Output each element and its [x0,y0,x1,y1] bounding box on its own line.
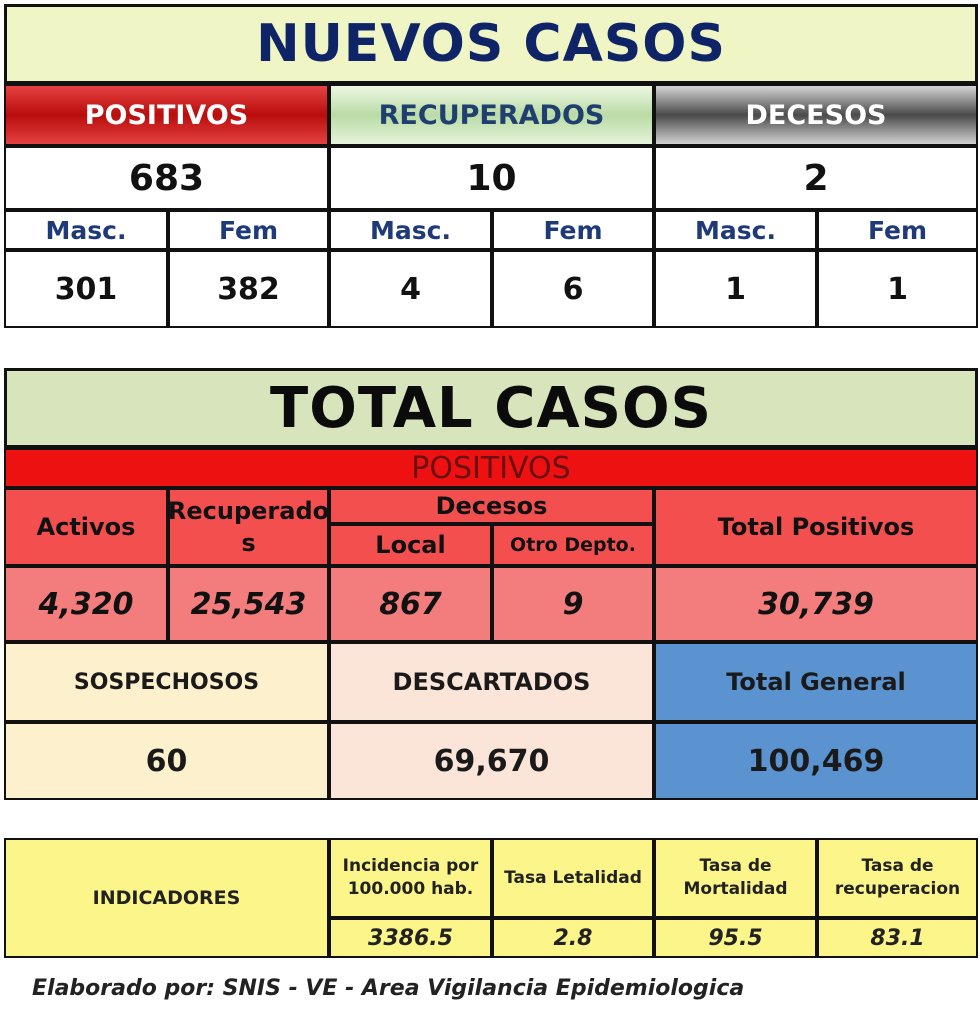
decesos-header: DECESOS [654,84,978,146]
recuperados-header-line2: s [241,529,256,557]
recuperados-header-line1: Recuperado [167,496,330,525]
incidencia-header-line2: 100.000 hab. [347,879,474,899]
mortalidad-header-line2: Mortalidad [683,879,788,899]
total-general-header: Total General [654,642,978,722]
nuevos-casos-title: NUEVOS CASOS [4,4,978,84]
activos-value: 4,320 [4,566,168,642]
footer-credit: Elaborado por: SNIS - VE - Area Vigilanc… [32,976,745,1001]
mortalidad-header-line1: Tasa de [699,856,772,877]
indicadores-label: INDICADORES [4,838,329,958]
descartados-value: 69,670 [329,722,654,800]
total-casos-title: TOTAL CASOS [4,368,978,448]
decesos-local-value: 867 [329,566,492,642]
decesos-fem-label: Fem [817,210,978,250]
recuperados-masc-value: 4 [329,250,492,328]
positivos-fem-value: 382 [168,250,329,328]
incidencia-value: 3386.5 [329,918,492,958]
decesos-local-header: Local [329,524,492,566]
positivos-band: POSITIVOS [4,448,978,488]
total-positivos-value: 30,739 [654,566,978,642]
positivos-total: 683 [4,146,329,210]
positivos-masc-value: 301 [4,250,168,328]
mortalidad-value: 95.5 [654,918,817,958]
decesos-fem-value: 1 [817,250,978,328]
decesos-otro-depto-header: Otro Depto. [492,524,654,566]
recuperacion-header-line1: Tasa de [861,856,934,877]
recuperados-fem-label: Fem [492,210,654,250]
recuperados-fem-value: 6 [492,250,654,328]
total-positivos-header: Total Positivos [654,488,978,566]
activos-header: Activos [4,488,168,566]
positivos-fem-label: Fem [168,210,329,250]
decesos-otro-depto-value: 9 [492,566,654,642]
recuperacion-value: 83.1 [817,918,978,958]
recuperados-header: RECUPERADOS [329,84,654,146]
sospechosos-value: 60 [4,722,329,800]
decesos-masc-value: 1 [654,250,817,328]
descartados-header: DESCARTADOS [329,642,654,722]
positivos-header: POSITIVOS [4,84,329,146]
recuperacion-header-line2: recuperacion [834,879,961,899]
letalidad-header: Tasa Letalidad [492,838,654,918]
mortalidad-header: Tasa de Mortalidad [654,838,817,918]
incidencia-header: Incidencia por 100.000 hab. [329,838,492,918]
recuperados-total-value: 25,543 [168,566,329,642]
sospechosos-header: SOSPECHOSOS [4,642,329,722]
positivos-masc-label: Masc. [4,210,168,250]
recuperados-total-header: Recuperado s [168,488,329,566]
recuperados-masc-label: Masc. [329,210,492,250]
total-general-value: 100,469 [654,722,978,800]
decesos-total: 2 [654,146,978,210]
letalidad-value: 2.8 [492,918,654,958]
decesos-total-header: Decesos [329,488,654,524]
recuperacion-header: Tasa de recuperacion [817,838,978,918]
decesos-masc-label: Masc. [654,210,817,250]
incidencia-header-line1: Incidencia por [342,856,479,877]
recuperados-total: 10 [329,146,654,210]
